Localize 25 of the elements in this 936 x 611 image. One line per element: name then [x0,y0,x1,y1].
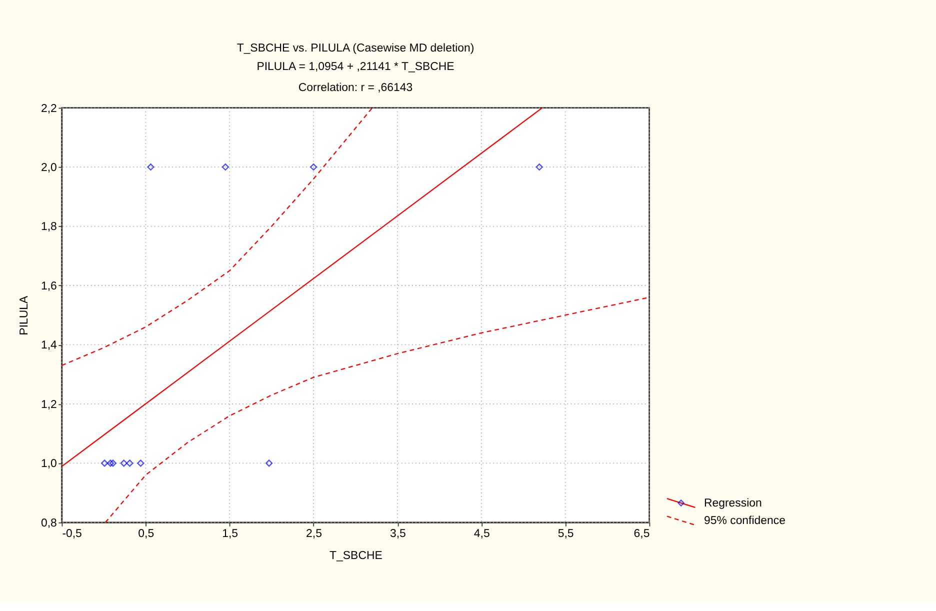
y-axis-title: PILULA [18,295,31,336]
y-tick-label: 2,0 [40,162,57,174]
x-tick-label: 6,5 [634,528,650,540]
line-series [62,108,373,366]
x-tick-label: 5,5 [558,528,574,540]
line-series [104,296,650,522]
x-tick-label: 4,5 [474,528,490,540]
y-tick-label: 2,2 [40,102,57,115]
text: Correlation: r = ,66143 [298,82,413,94]
x-tick-label: -0,5 [62,528,82,540]
legend-label: 95% confidence [704,515,786,528]
y-tick-label: 0,8 [40,517,57,530]
chart-subtitle: PILULA = 1,0954 + ,21141 * T_SBCHE [256,60,455,73]
x-tick-label: 0,5 [138,528,154,540]
x-tick-label: 1,5 [222,528,238,540]
y-tick-label: 1,6 [40,280,57,292]
x-axis-title: T_SBCHE [330,550,383,562]
x-tick-label: 2,5 [306,528,322,540]
chart-title: T_SBCHE vs. PILULA (Casewise MD deletion) [236,42,474,54]
y-tick-label: 1,4 [40,340,58,352]
x-tick-label: 3,5 [390,528,406,540]
y-tick-label: 1,0 [40,458,57,470]
y-tick-label: 1,2 [40,398,57,411]
legend-label: Regression [704,498,762,510]
y-tick-label: 1,8 [40,221,57,234]
